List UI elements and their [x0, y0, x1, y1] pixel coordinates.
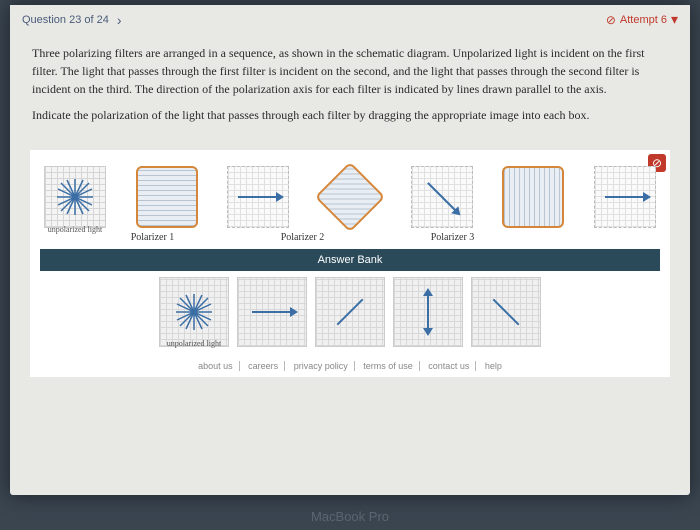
- bank-tile-vertical[interactable]: [393, 277, 463, 347]
- answer-bank-row: unpolarized light: [40, 277, 660, 347]
- footer-links: about us careers privacy policy terms of…: [40, 361, 660, 371]
- schematic-row: unpolarized light: [40, 162, 660, 232]
- unpolarized-source-tile: unpolarized light: [40, 162, 110, 232]
- bank-tile-horizontal[interactable]: [237, 277, 307, 347]
- footer-terms[interactable]: terms of use: [357, 361, 420, 371]
- question-text: Three polarizing filters are arranged in…: [10, 34, 690, 142]
- bank-tile-diag-back[interactable]: [315, 277, 385, 347]
- starburst-icon: [174, 292, 214, 332]
- question-counter: Question 23 of 24: [22, 14, 109, 26]
- attempt-dropdown-icon[interactable]: ▾: [671, 11, 678, 28]
- polarizer-1-label: Polarizer 1: [115, 232, 190, 243]
- diagram-panel: ⊘: [30, 150, 670, 377]
- footer-careers[interactable]: careers: [242, 361, 285, 371]
- footer-privacy[interactable]: privacy policy: [288, 361, 355, 371]
- footer-contact[interactable]: contact us: [422, 361, 476, 371]
- no-entry-icon: ⊘: [606, 13, 616, 27]
- polarizer-3: [498, 162, 568, 232]
- starburst-icon: [55, 177, 95, 217]
- footer-about[interactable]: about us: [192, 361, 240, 371]
- bank-unpolarized-label: unpolarized light: [160, 339, 228, 348]
- bank-tile-diag-fwd[interactable]: [471, 277, 541, 347]
- drop-zone-1[interactable]: [223, 162, 293, 232]
- drop-zone-3[interactable]: [590, 162, 660, 232]
- laptop-brand-label: MacBook Pro: [311, 509, 389, 524]
- polarizer-labels: Polarizer 1 Polarizer 2 Polarizer 3: [40, 232, 660, 243]
- footer-help[interactable]: help: [479, 361, 508, 371]
- polarizer-2: [315, 162, 385, 232]
- next-question-chevron[interactable]: ›: [117, 12, 122, 28]
- polarizer-1: [132, 162, 202, 232]
- polarizer-3-label: Polarizer 3: [415, 232, 490, 243]
- question-paragraph-2: Indicate the polarization of the light t…: [32, 106, 668, 124]
- drop-zone-2[interactable]: [407, 162, 477, 232]
- polarizer-2-label: Polarizer 2: [265, 232, 340, 243]
- unpolarized-label: unpolarized light: [40, 225, 110, 234]
- bank-tile-unpolarized[interactable]: unpolarized light: [159, 277, 229, 347]
- top-bar: Question 23 of 24 › ⊘ Attempt 6 ▾: [10, 5, 690, 34]
- attempt-counter: Attempt 6: [620, 14, 667, 26]
- question-paragraph-1: Three polarizing filters are arranged in…: [32, 44, 668, 98]
- answer-bank-header: Answer Bank: [40, 249, 660, 271]
